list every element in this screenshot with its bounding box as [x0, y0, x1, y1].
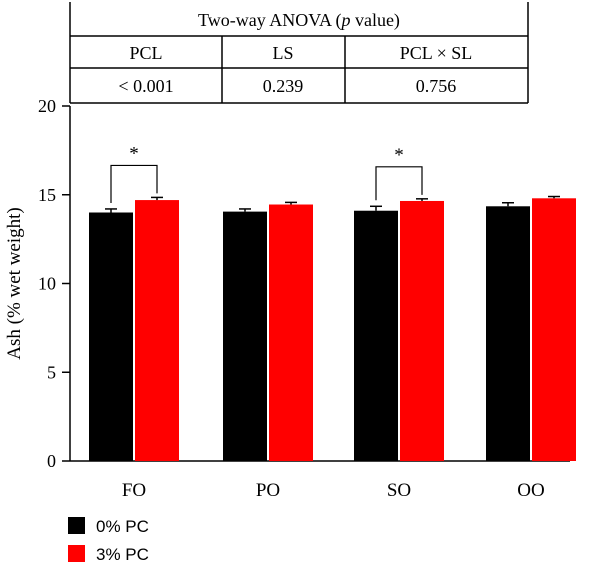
anova-table-title: Two-way ANOVA (p value)	[198, 10, 400, 31]
legend-swatch	[68, 545, 85, 562]
significance-bracket	[375, 166, 423, 201]
bars	[89, 198, 576, 462]
anova-header-interaction: PCL × SL	[400, 43, 473, 63]
significance-brackets: * *	[110, 143, 423, 203]
anova-value-interaction: 0.756	[416, 76, 457, 96]
anova-value-ls: 0.239	[263, 76, 304, 96]
significance-label: *	[129, 143, 139, 164]
anova-value-pcl: < 0.001	[118, 76, 173, 96]
error-bars	[105, 195, 560, 213]
x-tick-label: OO	[517, 480, 544, 501]
x-tick-label: PO	[256, 480, 280, 501]
y-tick-label: 0	[47, 451, 56, 471]
bar	[89, 212, 133, 461]
bar	[135, 200, 179, 461]
legend-label: 3% PC	[96, 545, 149, 562]
significance-bracket	[110, 164, 158, 203]
anova-header-pcl: PCL	[129, 43, 162, 63]
legend-label: 0% PC	[96, 517, 149, 536]
x-tick-labels: FO PO SO OO	[122, 480, 545, 501]
x-tick-label: SO	[387, 480, 411, 501]
bar	[223, 211, 267, 461]
bar	[269, 204, 313, 461]
x-tick-label: FO	[122, 480, 146, 501]
y-ticks: 0 5 10 15 20	[38, 96, 70, 471]
y-tick-label: 5	[47, 362, 56, 382]
anova-header-ls: LS	[272, 43, 293, 63]
y-tick-label: 20	[38, 96, 56, 116]
anova-table	[69, 2, 529, 104]
bar	[354, 210, 398, 461]
y-tick-label: 15	[38, 185, 56, 205]
legend-swatch	[68, 517, 85, 534]
bar	[400, 200, 444, 461]
significance-label: *	[394, 145, 404, 166]
legend: 0% PC 3% PC	[68, 517, 149, 562]
y-axis-label: Ash (% wet weight)	[4, 207, 25, 360]
bar	[532, 198, 576, 462]
y-tick-label: 10	[38, 274, 56, 294]
bar	[486, 206, 530, 461]
